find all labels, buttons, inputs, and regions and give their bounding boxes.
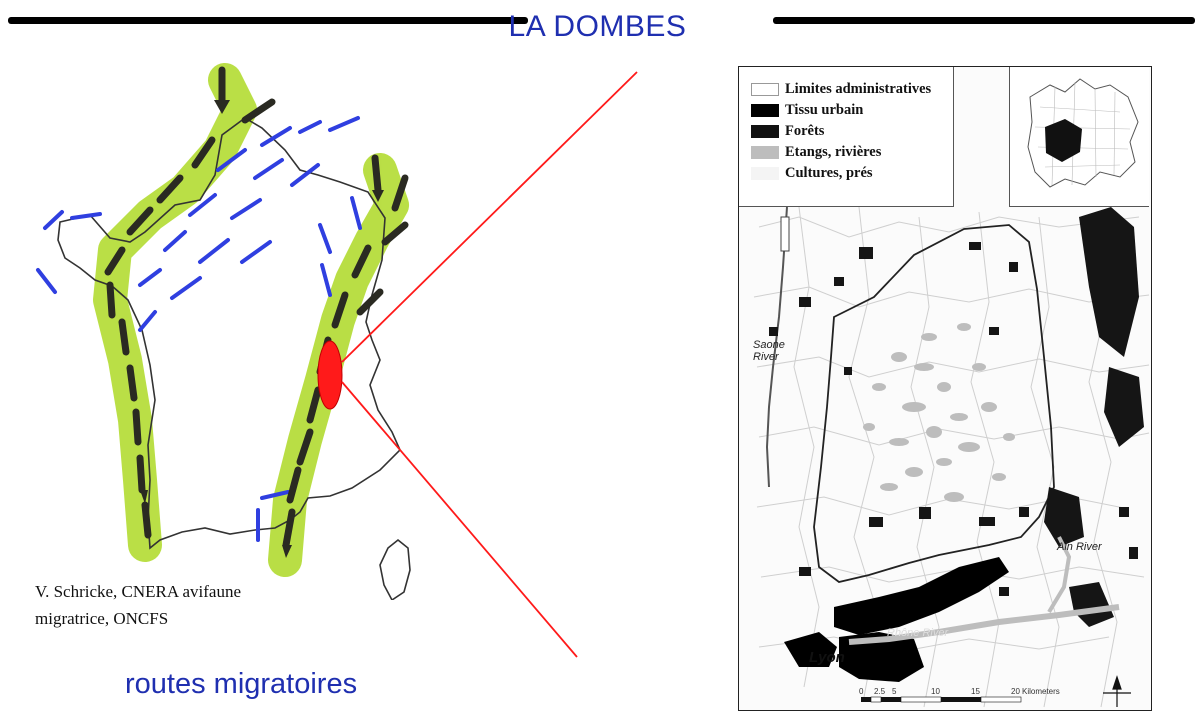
ain-river-label: Ain River	[1057, 541, 1102, 553]
corsica-outline	[379, 538, 411, 600]
scale-tick-15: 15	[971, 687, 980, 696]
legend-label: Cultures, prés	[785, 165, 873, 181]
ain-river	[1047, 536, 1072, 614]
saone-river	[765, 206, 788, 488]
locator-inset	[1009, 67, 1149, 207]
forests	[769, 207, 1144, 627]
legend-label: Etangs, rivières	[785, 144, 882, 160]
dombes-highlight	[317, 340, 343, 410]
map-credit: V. Schricke, CNERA avifaune migratrice, …	[35, 578, 335, 632]
dombes-map-canvas	[753, 206, 1150, 708]
legend-label: Forêts	[785, 123, 825, 139]
scale-unit: Kilometers	[1022, 687, 1060, 696]
scale-tick-2-5: 2.5	[874, 687, 886, 696]
lyon-label: Lyon	[809, 649, 845, 666]
legend-swatch	[751, 83, 779, 96]
legend-item-cultures: Cultures, prés	[751, 163, 953, 184]
legend-swatch	[751, 125, 779, 138]
legend-swatch	[751, 167, 779, 180]
subtitle: routes migratoires	[125, 668, 358, 700]
top-rule-left	[8, 17, 528, 24]
legend-item-forets: Forêts	[751, 121, 953, 142]
legend-item-limites: Limites administratives	[751, 79, 953, 100]
scale-tick-0: 0	[859, 687, 864, 696]
credit-line-1: V. Schricke, CNERA avifaune	[35, 582, 242, 601]
rhone-urban	[834, 557, 1009, 635]
locator-map	[1027, 78, 1139, 188]
dombes-detail-map: Limites administratives Tissu urbain For…	[738, 66, 1152, 711]
saone-label-line-1: Saone	[753, 339, 785, 351]
scale-tick-10: 10	[931, 687, 940, 696]
credit-line-2: migratrice, ONCFS	[35, 609, 169, 628]
legend-label: Limites administratives	[785, 81, 932, 97]
legend-swatch	[751, 104, 779, 117]
legend-item-tissu: Tissu urbain	[751, 100, 953, 121]
saone-river-label: Saone River	[753, 339, 785, 363]
rhone-river-label: Rhône River	[887, 627, 949, 639]
scale-tick-20: 20	[1011, 687, 1020, 696]
map-legend: Limites administratives Tissu urbain For…	[739, 67, 954, 207]
legend-label: Tissu urbain	[785, 102, 864, 118]
lyon-urban	[839, 632, 924, 682]
ponds	[863, 323, 1015, 502]
saone-label-line-2: River	[753, 351, 779, 363]
legend-swatch	[751, 146, 779, 159]
page-title: LA DOMBES	[508, 10, 687, 43]
scale-tick-5: 5	[892, 687, 897, 696]
migration-map	[36, 63, 411, 600]
rhone-river	[848, 604, 1120, 645]
dombes-boundary	[813, 224, 1055, 583]
locator-dombes	[1045, 119, 1082, 162]
compass-icon	[1103, 675, 1131, 707]
scale-bar	[861, 696, 1022, 703]
top-rule-right	[773, 17, 1195, 24]
saone-marker	[780, 216, 790, 252]
lyon-west	[784, 632, 837, 667]
legend-item-etangs: Etangs, rivières	[751, 142, 953, 163]
